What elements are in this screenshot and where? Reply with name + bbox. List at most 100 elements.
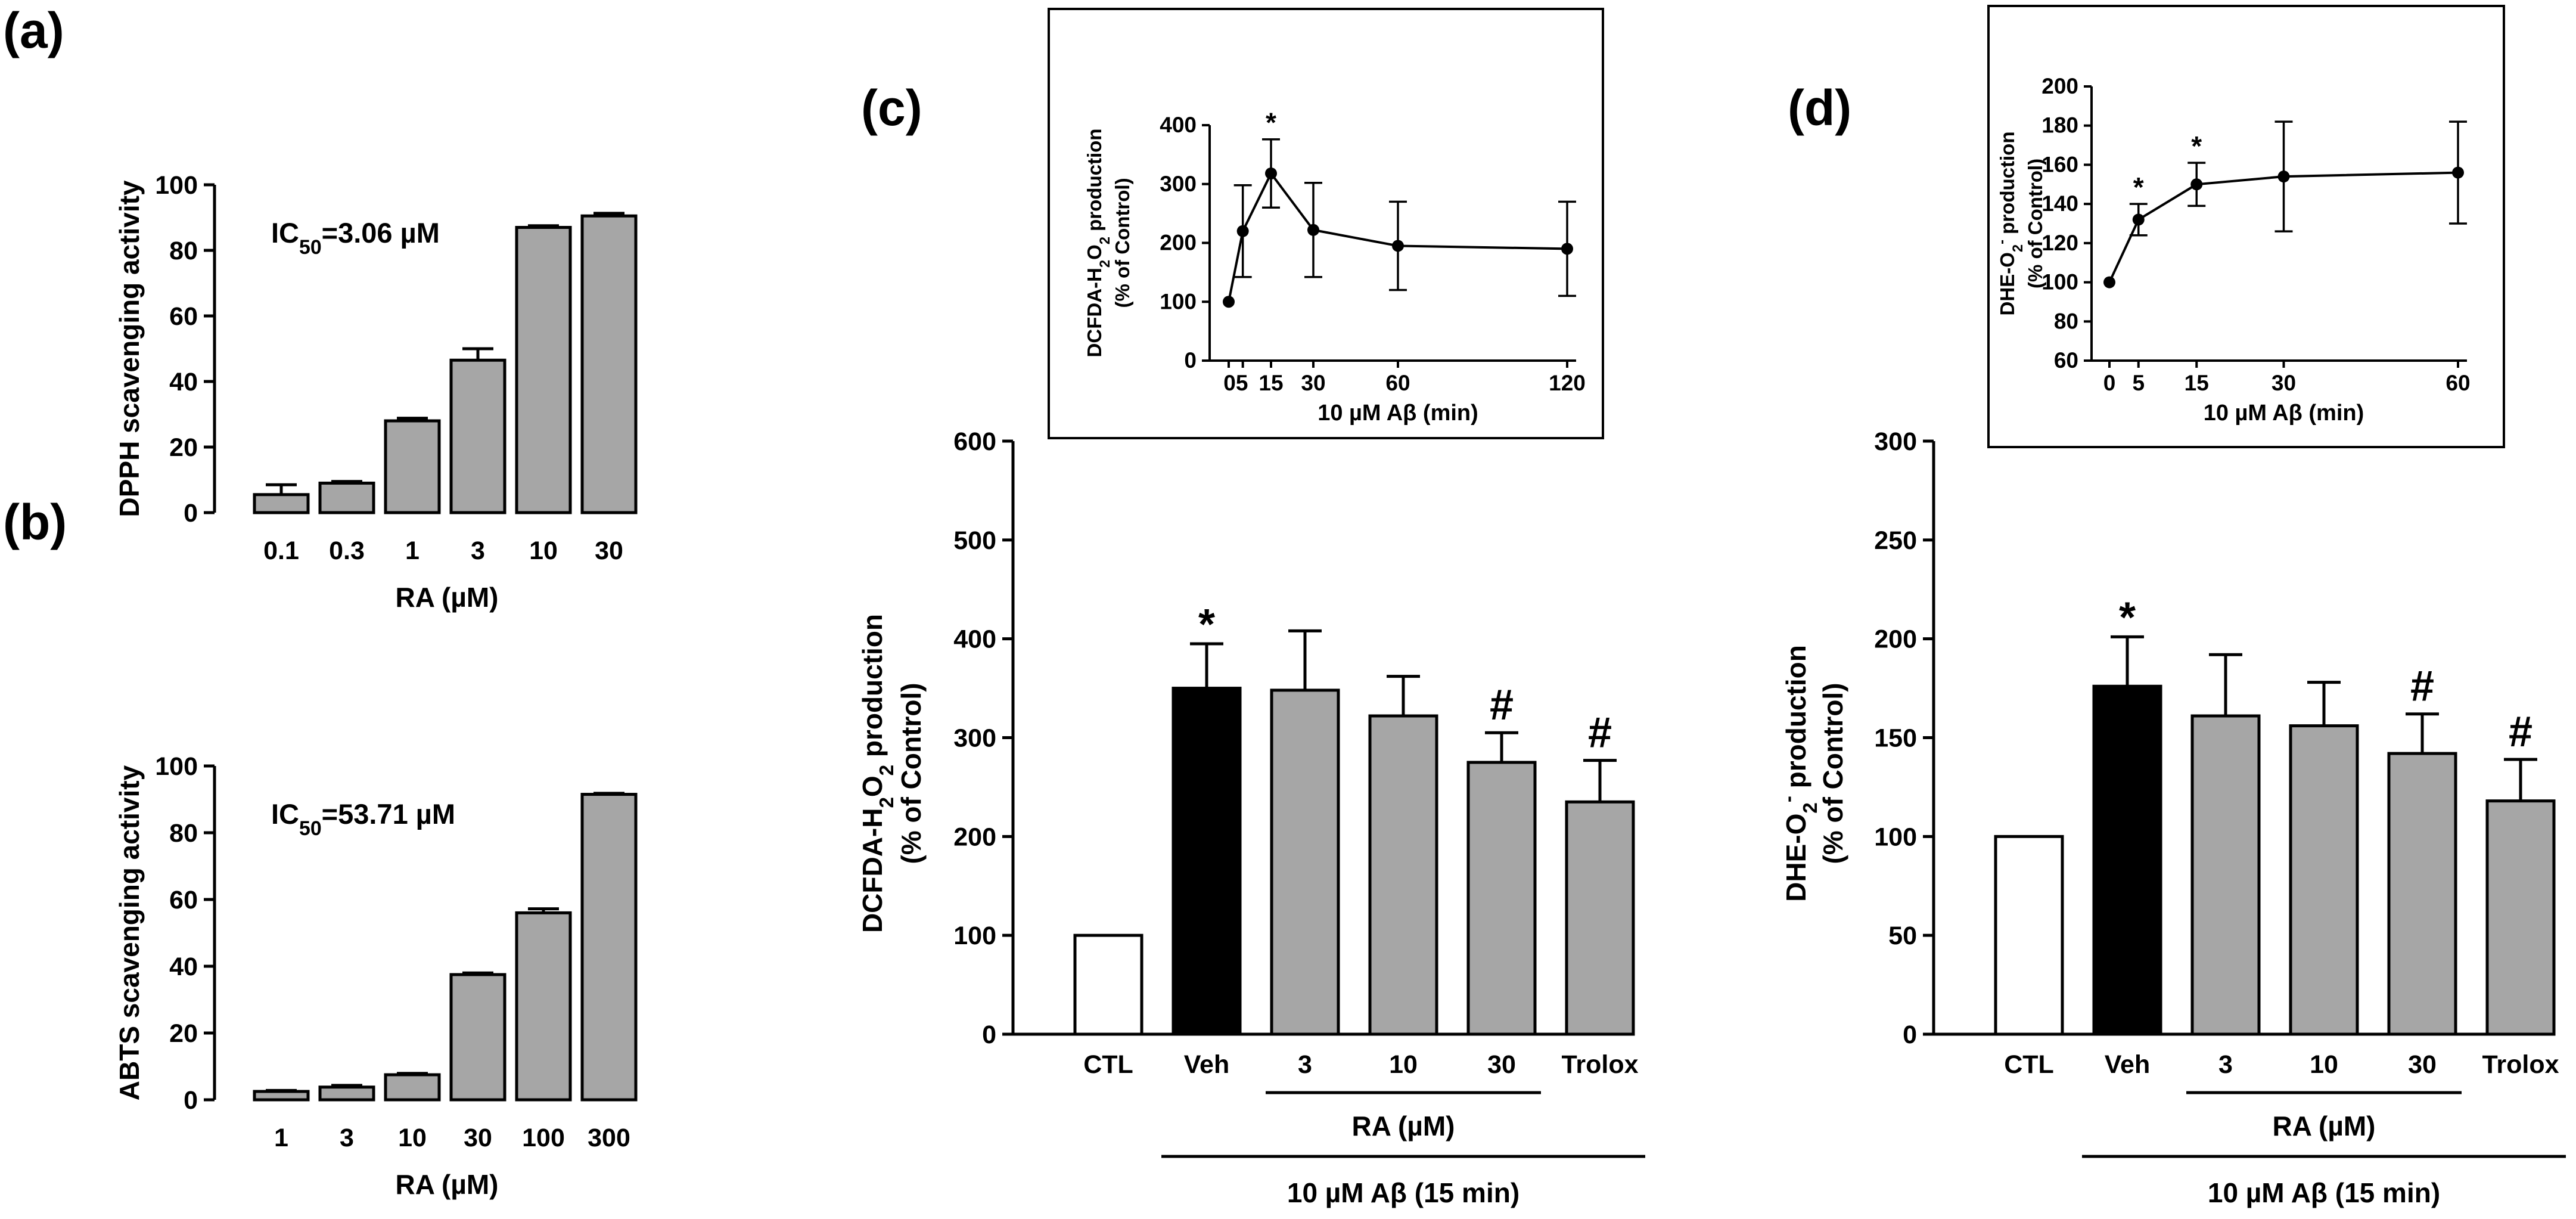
inset-y-tick-label: 100 xyxy=(2041,270,2078,294)
label-part: production xyxy=(857,614,888,765)
ra-group-label: RA (µM) xyxy=(2273,1111,2376,1142)
label-part: O xyxy=(857,776,888,797)
label-part: DCFDA-H xyxy=(857,808,888,933)
x-tick-label: CTL xyxy=(1083,1050,1133,1079)
label-part: 2 xyxy=(1800,802,1822,813)
y-tick-label: 500 xyxy=(953,526,996,555)
bar xyxy=(1466,761,1537,1036)
abeta-group-label: 10 µM Aβ (15 min) xyxy=(1287,1177,1520,1208)
inset-x-tick-label: 30 xyxy=(1301,371,1325,395)
bar xyxy=(515,226,572,514)
x-tick-label: 10 xyxy=(529,536,558,565)
y-axis-title: DHE-O2- production xyxy=(1778,645,1822,902)
y-tick-label: 0 xyxy=(982,1021,996,1049)
ic50-part: 50 xyxy=(299,236,322,259)
inset-data-point xyxy=(2132,213,2145,226)
abeta-group-label: 10 µM Aβ (15 min) xyxy=(2208,1177,2440,1208)
x-tick-label: 10 xyxy=(2310,1050,2338,1079)
inset-data-point xyxy=(1265,167,1277,179)
inset-data-point xyxy=(1236,225,1249,237)
y-tick-label: 40 xyxy=(169,953,198,981)
panel-label: (d) xyxy=(1788,80,1851,136)
bar xyxy=(384,1073,441,1102)
inset-y-tick-label: 60 xyxy=(2054,348,2078,373)
inset-x-tick-label: 15 xyxy=(2185,371,2209,395)
significance-mark: * xyxy=(2119,594,2136,641)
bar xyxy=(1994,835,2064,1036)
label-part: 2 xyxy=(1097,260,1113,268)
inset-x-title: 10 µM Aβ (min) xyxy=(2204,401,2364,426)
x-tick-label: Veh xyxy=(1184,1050,1230,1079)
ic50-part: =3.06 µM xyxy=(322,217,440,249)
inset-y-title-line2: (% of Control) xyxy=(2024,159,2046,289)
bar xyxy=(253,493,310,514)
inset-x-tick-label: 05 xyxy=(1223,371,1248,395)
ic50-part: IC xyxy=(271,217,299,249)
inset-data-point xyxy=(2452,166,2464,179)
x-axis-title: RA (µM) xyxy=(396,1169,499,1200)
bar xyxy=(2190,714,2261,1036)
inset-data-point xyxy=(1392,240,1404,252)
x-tick-label: 3 xyxy=(471,536,485,565)
ra-group-label: RA (µM) xyxy=(1352,1111,1455,1142)
x-tick-label: CTL xyxy=(2004,1050,2054,1079)
inset-data-point xyxy=(1223,296,1235,308)
label-part: production xyxy=(1996,132,2018,240)
bar xyxy=(1565,800,1635,1036)
label-part: production xyxy=(1780,645,1811,796)
y-tick-label: 100 xyxy=(155,171,198,200)
y-tick-label: 150 xyxy=(1874,724,1917,753)
y-tick-label: 20 xyxy=(169,1019,198,1048)
inset-series-line xyxy=(1228,171,1568,302)
bar xyxy=(1368,714,1438,1036)
inset-y-tick-label: 200 xyxy=(1160,231,1197,255)
bar xyxy=(253,1090,310,1102)
ic50-annotation: IC50=3.06 µM xyxy=(271,217,440,259)
inset-y-title-line2: (% of Control) xyxy=(1111,178,1133,308)
x-tick-label: 100 xyxy=(522,1124,565,1152)
bar xyxy=(384,419,441,514)
y-tick-label: 0 xyxy=(184,499,198,528)
y-tick-label: 100 xyxy=(155,752,198,781)
inset-y-tick-label: 80 xyxy=(2054,309,2078,333)
y-axis-title: ABTS scavenging activity xyxy=(114,765,145,1100)
inset-y-title: DCFDA-H2O2 production xyxy=(1083,129,1113,358)
bar xyxy=(449,973,507,1102)
bar xyxy=(2485,799,2556,1036)
inset-y-tick-label: 100 xyxy=(1160,289,1197,314)
x-tick-label: 10 xyxy=(398,1124,427,1152)
x-tick-label: 30 xyxy=(595,536,623,565)
panel-label: (b) xyxy=(3,494,67,550)
bar xyxy=(449,358,507,514)
x-axis-title: RA (µM) xyxy=(396,582,499,613)
inset-data-point xyxy=(2277,170,2290,183)
label-part: 2 xyxy=(876,765,898,776)
label-part: - xyxy=(1994,240,2010,244)
inset-frame xyxy=(1987,5,2505,448)
bar xyxy=(2092,684,2162,1036)
label-part: DHE-O xyxy=(1996,252,2018,315)
x-tick-label: 3 xyxy=(1298,1050,1312,1079)
inset-y-title: DHE-O2- production xyxy=(1994,132,2026,316)
bar xyxy=(580,793,638,1102)
y-tick-label: 40 xyxy=(169,368,198,396)
y-tick-label: 20 xyxy=(169,433,198,462)
inset-y-tick-label: 160 xyxy=(2041,152,2078,176)
bar xyxy=(1172,687,1242,1036)
label-part: production xyxy=(1083,129,1105,237)
ic50-part: IC xyxy=(271,798,299,830)
significance-mark: # xyxy=(1588,709,1612,757)
inset-data-point xyxy=(2190,178,2203,191)
label-part: O xyxy=(1083,244,1105,260)
panel-label: (a) xyxy=(3,2,64,58)
bar xyxy=(2289,724,2359,1036)
ic50-annotation: IC50=53.71 µM xyxy=(271,798,455,840)
significance-mark: # xyxy=(2509,708,2533,756)
ic50-part: 50 xyxy=(299,817,322,840)
y-tick-label: 200 xyxy=(953,823,996,851)
inset-y-tick-label: 180 xyxy=(2041,113,2078,138)
inset-data-point xyxy=(1307,224,1319,236)
inset-x-tick-label: 5 xyxy=(2132,371,2145,395)
